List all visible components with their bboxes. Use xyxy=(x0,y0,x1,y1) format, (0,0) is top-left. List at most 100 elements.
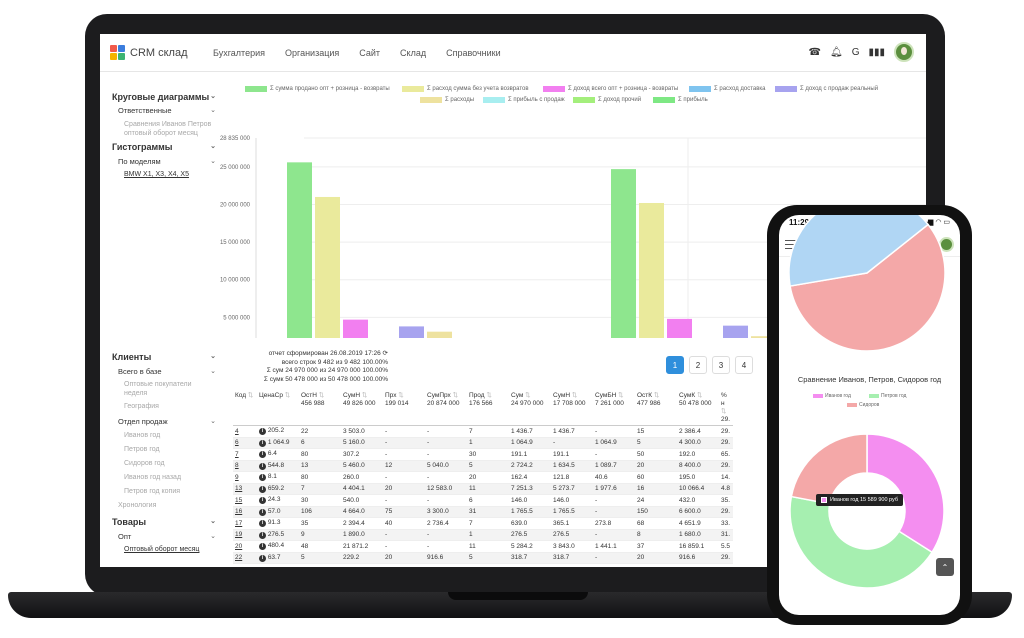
table-row[interactable]: 17 i 91.3 35 2 394.4 40 2 736.4 7 639.0 365.1 273… xyxy=(233,517,733,530)
sort-icon[interactable]: ⇅ xyxy=(450,392,459,399)
legend-item[interactable]: Σ прибыль xyxy=(653,97,708,103)
legend-item[interactable]: Σ расход сумма без учета возвратов xyxy=(402,86,529,92)
legend-item[interactable]: Σ доход с продаж реальный xyxy=(775,86,878,92)
column-header[interactable]: СумН ⇅ 17 708 000 xyxy=(551,391,593,426)
table-cell[interactable]: 9 xyxy=(233,471,257,484)
column-header[interactable]: СумБН ⇅ 7 261 000 xyxy=(593,391,635,426)
column-header[interactable]: ОстК ⇅ 477 986 xyxy=(635,391,677,426)
sidebar-responsible[interactable]: Ответственные ⌄ xyxy=(118,106,216,115)
info-icon[interactable]: i xyxy=(259,462,266,470)
info-icon[interactable]: i xyxy=(259,543,266,551)
sidebar-bmw-link[interactable]: BMW X1, X3, X4, X5 xyxy=(124,171,189,178)
info-icon[interactable]: i xyxy=(259,485,266,493)
sort-icon[interactable]: ⇅ xyxy=(652,392,660,399)
sidebar-petrov-year[interactable]: Петров год xyxy=(124,446,160,453)
table-cell[interactable]: 15 xyxy=(233,494,257,507)
info-icon[interactable]: i xyxy=(259,531,266,539)
table-row[interactable]: 20 i 480.4 48 21 871.2- -11 5 284.2 3 843.0 1 4… xyxy=(233,540,733,553)
column-header[interactable]: Прод ⇅ 176 566 xyxy=(467,391,509,426)
brand[interactable]: CRM склад xyxy=(110,45,213,60)
page-4[interactable]: 4 xyxy=(735,356,753,374)
table-cell[interactable]: 22 xyxy=(233,552,257,564)
scroll-top-button[interactable]: ⌃ xyxy=(936,558,954,576)
page-3[interactable]: 3 xyxy=(712,356,730,374)
table-cell[interactable]: 16 xyxy=(233,506,257,518)
legend-item[interactable]: Σ прибыль с продаж xyxy=(483,97,565,103)
bell-icon[interactable]: 🔔︎ xyxy=(830,46,843,58)
menu-icon[interactable] xyxy=(785,240,797,249)
legend-item[interactable]: Σ расход доставка xyxy=(689,86,766,92)
legend-item[interactable]: Σ сумма продано опт + розница - возвраты xyxy=(245,86,390,92)
sort-icon[interactable]: ⇅ xyxy=(246,392,254,399)
sort-icon[interactable]: ⇅ xyxy=(396,392,404,399)
nav-organization[interactable]: Организация xyxy=(284,47,340,58)
legend-item[interactable]: Иванов год xyxy=(813,393,851,399)
sidebar-chronology[interactable]: Хронология xyxy=(118,502,157,509)
sidebar-wholesale-turnover-link[interactable]: Оптовый оборот месяц xyxy=(124,546,200,553)
sort-icon[interactable]: ⇅ xyxy=(695,392,703,399)
table-cell[interactable]: 7 xyxy=(233,448,257,461)
sidebar-goods[interactable]: Товары ⌄ xyxy=(112,517,216,527)
column-header[interactable]: Код ⇅ xyxy=(233,391,257,426)
barcode-icon[interactable]: ▮▮▮ xyxy=(868,46,885,58)
table-row[interactable]: 15 i 24.3 30 540.0- -6 146.0 146.0-24 432.0 35. xyxy=(233,494,733,507)
sidebar-ivanov-last-year[interactable]: Иванов год назад xyxy=(124,474,182,481)
sidebar-sidorov-year[interactable]: Сидоров год xyxy=(124,460,165,467)
sidebar-ivanov-year[interactable]: Иванов год xyxy=(124,432,161,439)
sidebar-histograms[interactable]: Гистограммы ⌄ xyxy=(112,142,216,152)
sort-icon[interactable]: ⇅ xyxy=(570,392,578,399)
sidebar-pie-charts[interactable]: Круговые диаграммы ⌄ xyxy=(112,92,216,102)
sort-icon[interactable]: ⇅ xyxy=(282,392,291,399)
sort-icon[interactable]: ⇅ xyxy=(484,392,492,399)
legend-item[interactable]: Σ доход всего опт + розница - возвраты xyxy=(543,86,678,92)
page-1[interactable]: 1 xyxy=(666,356,684,374)
info-icon[interactable]: i xyxy=(259,451,266,459)
sidebar-clients[interactable]: Клиенты ⌄ xyxy=(112,352,216,362)
nav-warehouse[interactable]: Склад xyxy=(400,47,427,58)
table-row[interactable]: 22 i 63.7 5 229.2 20 916.6 5 318.7 318.7-20 916.6… xyxy=(233,552,733,564)
info-icon[interactable]: i xyxy=(259,439,266,447)
sidebar-geography[interactable]: География xyxy=(124,403,159,410)
column-header[interactable]: % н ⇅ 29. xyxy=(719,391,733,426)
phone-icon[interactable]: ☎ xyxy=(808,46,821,58)
column-header[interactable]: Сум ⇅ 24 970 000 xyxy=(509,391,551,426)
sidebar-wholesale-week[interactable]: Оптовые покупатели неделя xyxy=(124,381,192,397)
nav-site[interactable]: Сайт xyxy=(359,47,381,58)
sidebar-wholesale[interactable]: Опт ⌄ xyxy=(118,532,216,541)
table-row[interactable]: 19 i 276.5 9 1 890.0- -1 276.5 276.5-8 1 680.0 3… xyxy=(233,529,733,541)
info-icon[interactable]: i xyxy=(259,497,266,505)
table-cell[interactable]: 13 xyxy=(233,483,257,495)
info-icon[interactable]: i xyxy=(259,554,266,562)
table-cell[interactable]: 6 xyxy=(233,437,257,449)
column-header[interactable]: Прх ⇅ 199 014 xyxy=(383,391,425,426)
table-row[interactable]: 13 i 659.2 7 4 404.1 20 12 583.0 11 7 251.3 5 27… xyxy=(233,483,733,495)
table-cell[interactable]: 19 xyxy=(233,529,257,541)
table-cell[interactable]: 20 xyxy=(233,540,257,553)
column-header[interactable]: СумН ⇅ 49 826 000 xyxy=(341,391,383,426)
refresh-icon[interactable]: ⟳ xyxy=(382,350,388,357)
sort-icon[interactable]: ⇅ xyxy=(523,392,531,399)
sidebar-compare-note[interactable]: Сравнения Иванов Петров оптовый оборот м… xyxy=(124,121,212,137)
sidebar-sales-dept[interactable]: Отдел продаж ⌄ xyxy=(118,417,216,426)
sort-icon[interactable]: ⇅ xyxy=(360,392,368,399)
column-header[interactable]: ЦенаСр ⇅ xyxy=(257,391,299,426)
table-cell[interactable]: 4 xyxy=(233,425,257,438)
table-row[interactable]: 16 i 57.0 106 4 664.0 75 3 300.0 31 1 765.5 1 76… xyxy=(233,506,733,518)
nav-references[interactable]: Справочники xyxy=(446,47,501,58)
nav-accounting[interactable]: Бухгалтерия xyxy=(213,47,265,58)
sort-icon[interactable]: ⇅ xyxy=(316,392,325,399)
info-icon[interactable]: i xyxy=(259,520,266,528)
sort-icon[interactable]: ⇅ xyxy=(721,408,727,415)
page-2[interactable]: 2 xyxy=(689,356,707,374)
legend-item[interactable]: Σ доход прочий xyxy=(573,97,641,103)
column-header[interactable]: СумПрх ⇅ 20 874 000 xyxy=(425,391,467,426)
sort-icon[interactable]: ⇅ xyxy=(616,392,624,399)
legend-item[interactable]: Петров год xyxy=(869,393,906,399)
avatar[interactable] xyxy=(894,42,914,62)
info-icon[interactable]: i xyxy=(259,508,266,516)
sidebar-petrov-copy[interactable]: Петров год копия xyxy=(124,488,181,495)
